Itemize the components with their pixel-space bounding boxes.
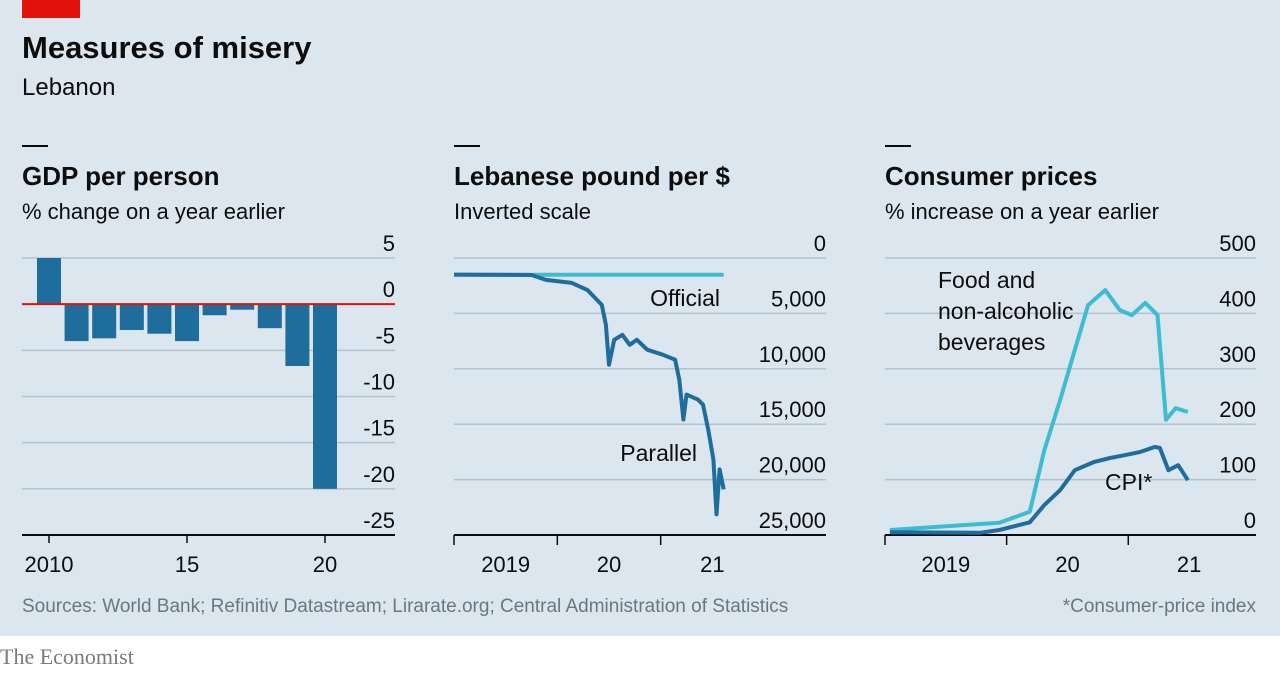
y-tick-label: -15 (363, 416, 395, 441)
series-line (889, 288, 1189, 532)
y-tick-label: -10 (363, 370, 395, 395)
y-tick-label: -25 (363, 508, 395, 533)
background (0, 0, 1280, 636)
x-tick-label: 2019 (921, 552, 970, 577)
x-tick-label: 20 (313, 552, 337, 577)
y-tick-label: 10,000 (759, 342, 826, 367)
x-tick-label: 20 (597, 552, 621, 577)
y-tick-label: -5 (375, 323, 395, 348)
y-tick-label: 5 (383, 231, 395, 256)
y-tick-label: 300 (1219, 342, 1256, 367)
y-tick-label: 5,000 (771, 286, 826, 311)
x-tick-label: 20 (1055, 552, 1079, 577)
bar (257, 304, 282, 329)
series-label: beverages (938, 329, 1045, 355)
y-tick-label: 15,000 (759, 397, 826, 422)
panel-subtitle: Inverted scale (454, 199, 591, 224)
bar (313, 304, 337, 489)
series-label: Food and (938, 267, 1035, 293)
series-line (889, 444, 1190, 535)
y-tick-label: 100 (1219, 453, 1256, 478)
panel-title: Consumer prices (885, 161, 1097, 191)
y-tick-label: 0 (383, 277, 395, 302)
page-subtitle: Lebanon (22, 74, 115, 101)
brand-tag (22, 0, 80, 18)
footer-background (0, 636, 1280, 672)
panel-subtitle: % change on a year earlier (22, 199, 285, 224)
bar (202, 304, 227, 316)
bar (119, 304, 144, 331)
panel-title: Lebanese pound per $ (454, 161, 730, 191)
x-tick-label: 21 (700, 552, 724, 577)
y-tick-label: 25,000 (759, 508, 826, 533)
brand: The Economist (0, 644, 134, 669)
y-tick-label: 200 (1219, 397, 1256, 422)
page-title: Measures of misery (22, 30, 312, 65)
panel-title: GDP per person (22, 161, 219, 191)
y-tick-label: 400 (1219, 286, 1256, 311)
panel-subtitle: % increase on a year earlier (885, 199, 1159, 224)
x-tick-label: 15 (175, 552, 199, 577)
series-label: CPI* (1105, 469, 1152, 495)
bar (175, 304, 199, 342)
y-tick-label: 0 (1244, 508, 1256, 533)
bar (92, 304, 117, 339)
footnote: *Consumer-price index (1063, 596, 1257, 617)
x-tick-label: 21 (1177, 552, 1201, 577)
series-label: Official (650, 285, 720, 311)
bar (37, 258, 61, 305)
x-tick-label: 2010 (25, 552, 74, 577)
y-tick-label: 500 (1219, 231, 1256, 256)
bar (285, 304, 310, 367)
x-tick-label: 2019 (481, 552, 530, 577)
source: Sources: World Bank; Refinitiv Datastrea… (22, 596, 788, 617)
series-label: Parallel (620, 440, 697, 466)
y-tick-label: -20 (363, 462, 395, 487)
bar (230, 304, 255, 310)
series-label: non-alcoholic (938, 298, 1074, 324)
bar (147, 304, 172, 334)
y-tick-label: 0 (814, 231, 826, 256)
series-line (453, 272, 726, 517)
y-tick-label: 20,000 (759, 453, 826, 478)
bar (64, 304, 89, 342)
